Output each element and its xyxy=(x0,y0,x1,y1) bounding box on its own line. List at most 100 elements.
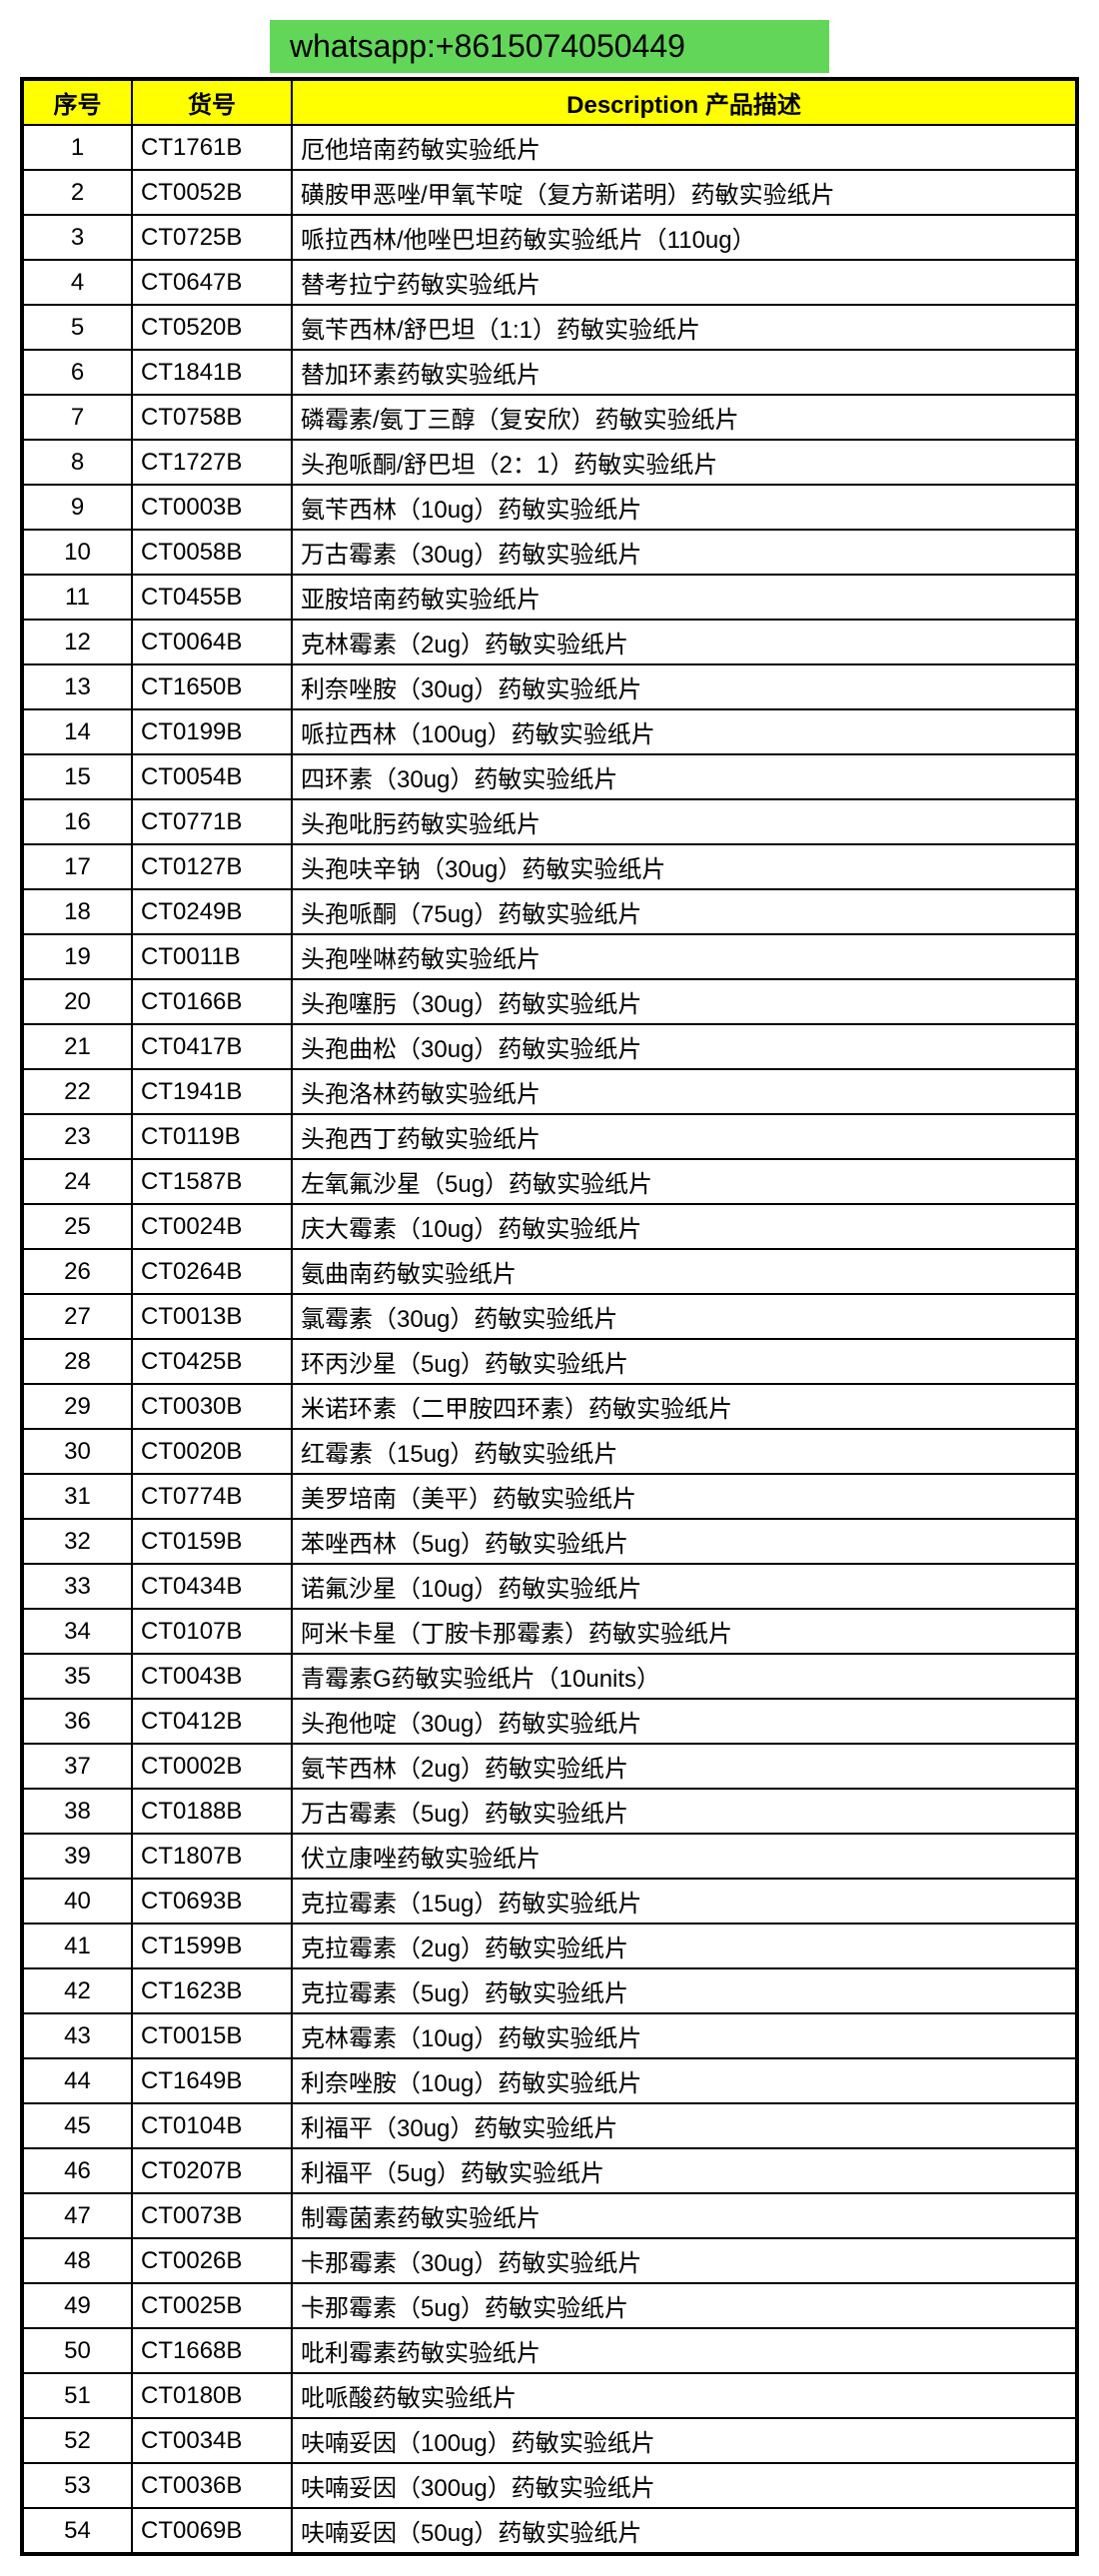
table-row: 6CT1841B替加环素药敏实验纸片 xyxy=(22,350,1077,395)
cell-seq: 14 xyxy=(22,709,132,754)
cell-seq: 30 xyxy=(22,1429,132,1474)
table-row: 42CT1623B克拉霉素（5ug）药敏实验纸片 xyxy=(22,1968,1077,2013)
cell-desc: 万古霉素（5ug）药敏实验纸片 xyxy=(292,1789,1077,1834)
table-row: 54CT0069B呋喃妥因（50ug）药敏实验纸片 xyxy=(22,2508,1077,2554)
cell-code: CT0119B xyxy=(132,1114,292,1159)
cell-desc: 米诺环素（二甲胺四环素）药敏实验纸片 xyxy=(292,1384,1077,1429)
cell-seq: 52 xyxy=(22,2418,132,2463)
table-header-row: 序号 货号 Description 产品描述 xyxy=(22,79,1077,125)
cell-desc: 红霉素（15ug）药敏实验纸片 xyxy=(292,1429,1077,1474)
cell-code: CT1727B xyxy=(132,440,292,485)
cell-code: CT0207B xyxy=(132,2148,292,2193)
table-row: 28CT0425B环丙沙星（5ug）药敏实验纸片 xyxy=(22,1339,1077,1384)
cell-desc: 氨苄西林/舒巴坦（1:1）药敏实验纸片 xyxy=(292,305,1077,350)
table-row: 10CT0058B万古霉素（30ug）药敏实验纸片 xyxy=(22,530,1077,575)
table-row: 47CT0073B制霉菌素药敏实验纸片 xyxy=(22,2193,1077,2238)
cell-code: CT0013B xyxy=(132,1294,292,1339)
cell-seq: 6 xyxy=(22,350,132,395)
cell-desc: 替加环素药敏实验纸片 xyxy=(292,350,1077,395)
cell-code: CT0434B xyxy=(132,1564,292,1609)
cell-code: CT1623B xyxy=(132,1968,292,2013)
table-row: 7CT0758B磷霉素/氨丁三醇（复安欣）药敏实验纸片 xyxy=(22,395,1077,440)
cell-code: CT0104B xyxy=(132,2103,292,2148)
cell-seq: 25 xyxy=(22,1204,132,1249)
table-row: 26CT0264B氨曲南药敏实验纸片 xyxy=(22,1249,1077,1294)
cell-seq: 48 xyxy=(22,2238,132,2283)
cell-seq: 12 xyxy=(22,620,132,664)
table-row: 30CT0020B红霉素（15ug）药敏实验纸片 xyxy=(22,1429,1077,1474)
cell-seq: 22 xyxy=(22,1069,132,1114)
table-row: 19CT0011B头孢唑啉药敏实验纸片 xyxy=(22,934,1077,979)
cell-seq: 43 xyxy=(22,2013,132,2058)
cell-seq: 50 xyxy=(22,2328,132,2373)
cell-code: CT1650B xyxy=(132,664,292,709)
cell-desc: 制霉菌素药敏实验纸片 xyxy=(292,2193,1077,2238)
cell-code: CT0024B xyxy=(132,1204,292,1249)
contact-banner: whatsapp:+8615074050449 xyxy=(270,20,829,73)
cell-code: CT0073B xyxy=(132,2193,292,2238)
cell-desc: 亚胺培南药敏实验纸片 xyxy=(292,575,1077,620)
cell-desc: 阿米卡星（丁胺卡那霉素）药敏实验纸片 xyxy=(292,1609,1077,1654)
cell-code: CT0025B xyxy=(132,2283,292,2328)
cell-code: CT0180B xyxy=(132,2373,292,2418)
cell-code: CT1668B xyxy=(132,2328,292,2373)
cell-seq: 13 xyxy=(22,664,132,709)
cell-seq: 11 xyxy=(22,575,132,620)
cell-code: CT0026B xyxy=(132,2238,292,2283)
table-row: 48CT0026B卡那霉素（30ug）药敏实验纸片 xyxy=(22,2238,1077,2283)
table-row: 49CT0025B卡那霉素（5ug）药敏实验纸片 xyxy=(22,2283,1077,2328)
table-body: 1CT1761B厄他培南药敏实验纸片2CT0052B磺胺甲恶唑/甲氧苄啶（复方新… xyxy=(22,125,1077,2554)
cell-seq: 36 xyxy=(22,1699,132,1744)
cell-desc: 头孢曲松（30ug）药敏实验纸片 xyxy=(292,1024,1077,1069)
cell-desc: 利奈唑胺（30ug）药敏实验纸片 xyxy=(292,664,1077,709)
cell-seq: 5 xyxy=(22,305,132,350)
header-seq: 序号 xyxy=(22,79,132,125)
table-row: 34CT0107B阿米卡星（丁胺卡那霉素）药敏实验纸片 xyxy=(22,1609,1077,1654)
cell-desc: 环丙沙星（5ug）药敏实验纸片 xyxy=(292,1339,1077,1384)
cell-seq: 46 xyxy=(22,2148,132,2193)
cell-desc: 替考拉宁药敏实验纸片 xyxy=(292,260,1077,305)
cell-desc: 氯霉素（30ug）药敏实验纸片 xyxy=(292,1294,1077,1339)
cell-seq: 4 xyxy=(22,260,132,305)
table-row: 37CT0002B氨苄西林（2ug）药敏实验纸片 xyxy=(22,1744,1077,1789)
cell-code: CT0417B xyxy=(132,1024,292,1069)
cell-seq: 16 xyxy=(22,799,132,844)
cell-seq: 44 xyxy=(22,2058,132,2103)
cell-desc: 吡利霉素药敏实验纸片 xyxy=(292,2328,1077,2373)
table-row: 38CT0188B万古霉素（5ug）药敏实验纸片 xyxy=(22,1789,1077,1834)
table-row: 43CT0015B克林霉素（10ug）药敏实验纸片 xyxy=(22,2013,1077,2058)
cell-desc: 磷霉素/氨丁三醇（复安欣）药敏实验纸片 xyxy=(292,395,1077,440)
cell-seq: 28 xyxy=(22,1339,132,1384)
cell-code: CT0069B xyxy=(132,2508,292,2554)
cell-seq: 2 xyxy=(22,170,132,215)
table-row: 1CT1761B厄他培南药敏实验纸片 xyxy=(22,125,1077,170)
table-row: 33CT0434B诺氟沙星（10ug）药敏实验纸片 xyxy=(22,1564,1077,1609)
cell-code: CT0264B xyxy=(132,1249,292,1294)
cell-desc: 左氧氟沙星（5ug）药敏实验纸片 xyxy=(292,1159,1077,1204)
cell-code: CT1807B xyxy=(132,1834,292,1879)
cell-code: CT0054B xyxy=(132,754,292,799)
cell-seq: 26 xyxy=(22,1249,132,1294)
cell-desc: 头孢哌酮/舒巴坦（2：1）药敏实验纸片 xyxy=(292,440,1077,485)
cell-desc: 厄他培南药敏实验纸片 xyxy=(292,125,1077,170)
cell-desc: 哌拉西林（100ug）药敏实验纸片 xyxy=(292,709,1077,754)
cell-desc: 万古霉素（30ug）药敏实验纸片 xyxy=(292,530,1077,575)
cell-seq: 35 xyxy=(22,1654,132,1699)
cell-code: CT0030B xyxy=(132,1384,292,1429)
cell-desc: 卡那霉素（30ug）药敏实验纸片 xyxy=(292,2238,1077,2283)
table-row: 2CT0052B磺胺甲恶唑/甲氧苄啶（复方新诺明）药敏实验纸片 xyxy=(22,170,1077,215)
table-row: 12CT0064B克林霉素（2ug）药敏实验纸片 xyxy=(22,620,1077,664)
cell-code: CT0455B xyxy=(132,575,292,620)
cell-desc: 克拉霉素（5ug）药敏实验纸片 xyxy=(292,1968,1077,2013)
table-row: 32CT0159B苯唑西林（5ug）药敏实验纸片 xyxy=(22,1519,1077,1564)
cell-desc: 哌拉西林/他唑巴坦药敏实验纸片（110ug） xyxy=(292,215,1077,260)
cell-desc: 庆大霉素（10ug）药敏实验纸片 xyxy=(292,1204,1077,1249)
table-row: 17CT0127B头孢呋辛钠（30ug）药敏实验纸片 xyxy=(22,844,1077,889)
table-row: 21CT0417B头孢曲松（30ug）药敏实验纸片 xyxy=(22,1024,1077,1069)
product-table: 序号 货号 Description 产品描述 1CT1761B厄他培南药敏实验纸… xyxy=(20,77,1079,2556)
table-row: 35CT0043B青霉素G药敏实验纸片（10units） xyxy=(22,1654,1077,1699)
table-row: 40CT0693B克拉霉素（15ug）药敏实验纸片 xyxy=(22,1879,1077,1924)
cell-seq: 10 xyxy=(22,530,132,575)
cell-desc: 克林霉素（2ug）药敏实验纸片 xyxy=(292,620,1077,664)
table-row: 22CT1941B头孢洛林药敏实验纸片 xyxy=(22,1069,1077,1114)
